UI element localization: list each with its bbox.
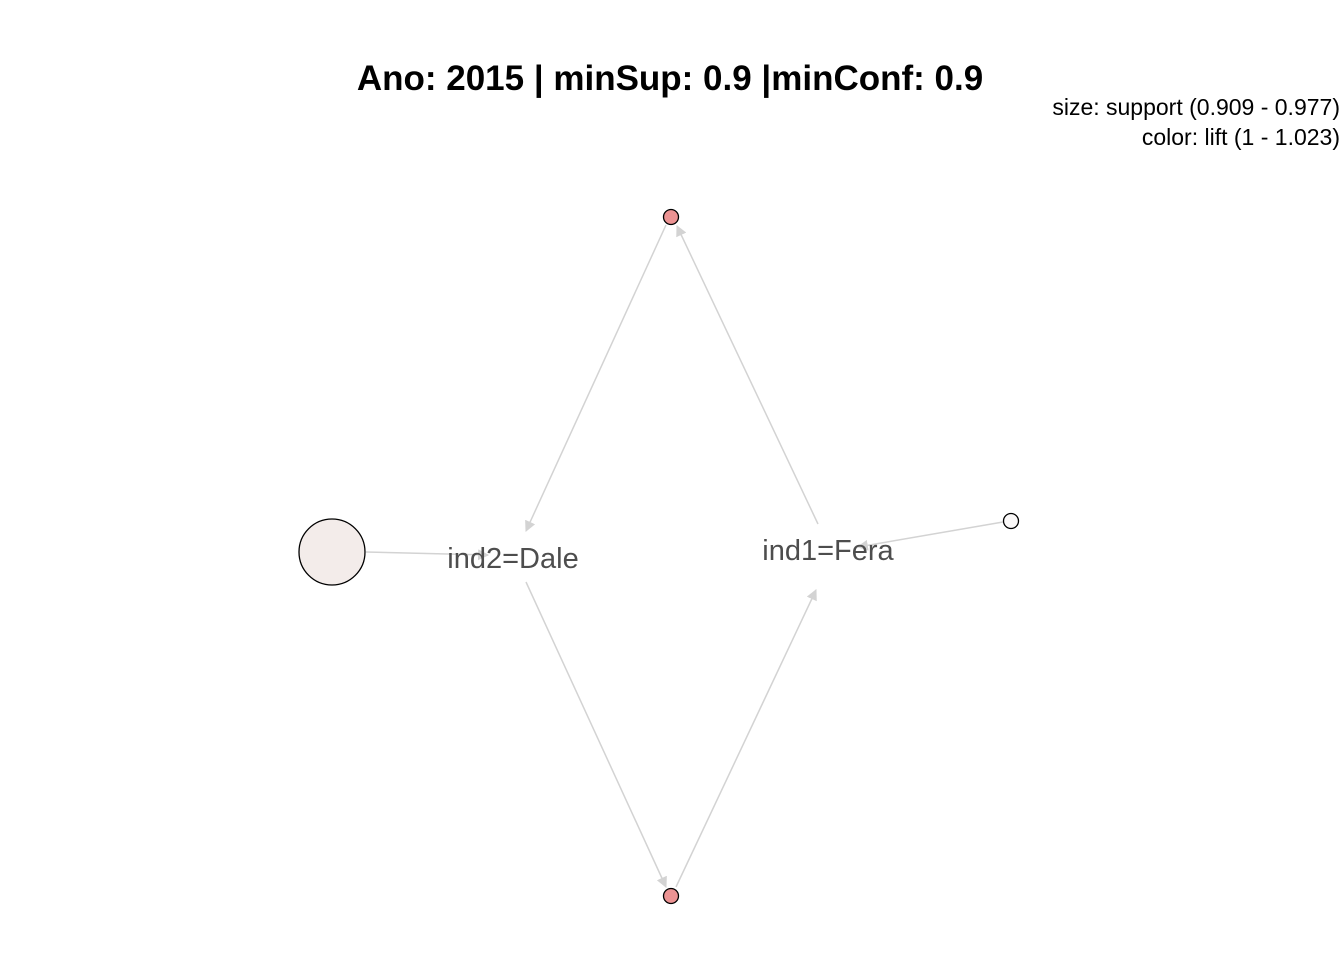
- edge-top-rule-to-dale: [525, 224, 667, 533]
- edge-right-rule-to-fera: [856, 521, 1004, 551]
- edges: [365, 224, 1004, 888]
- item-label-fera: ind1=Fera: [762, 535, 894, 567]
- legend-color: color: lift (1 - 1.023): [1142, 124, 1340, 150]
- edge-dale-to-bottom-rule: [525, 581, 667, 888]
- edge-left-rule-to-dale: [365, 549, 490, 561]
- rule-nodes: [298, 208, 1020, 905]
- rule-node-top: [662, 208, 680, 226]
- rule-node-bottom: [662, 887, 680, 905]
- chart-title: Ano: 2015 | minSup: 0.9 |minConf: 0.9: [357, 59, 983, 98]
- rule-node-right: [1002, 512, 1020, 530]
- edge-fera-to-top-rule: [676, 225, 819, 525]
- legend-size: size: support (0.909 - 0.977): [1052, 94, 1340, 120]
- item-label-dale: ind2=Dale: [447, 543, 578, 575]
- rule-node-left: [298, 518, 366, 586]
- edge-bottom-rule-to-fera: [675, 589, 817, 888]
